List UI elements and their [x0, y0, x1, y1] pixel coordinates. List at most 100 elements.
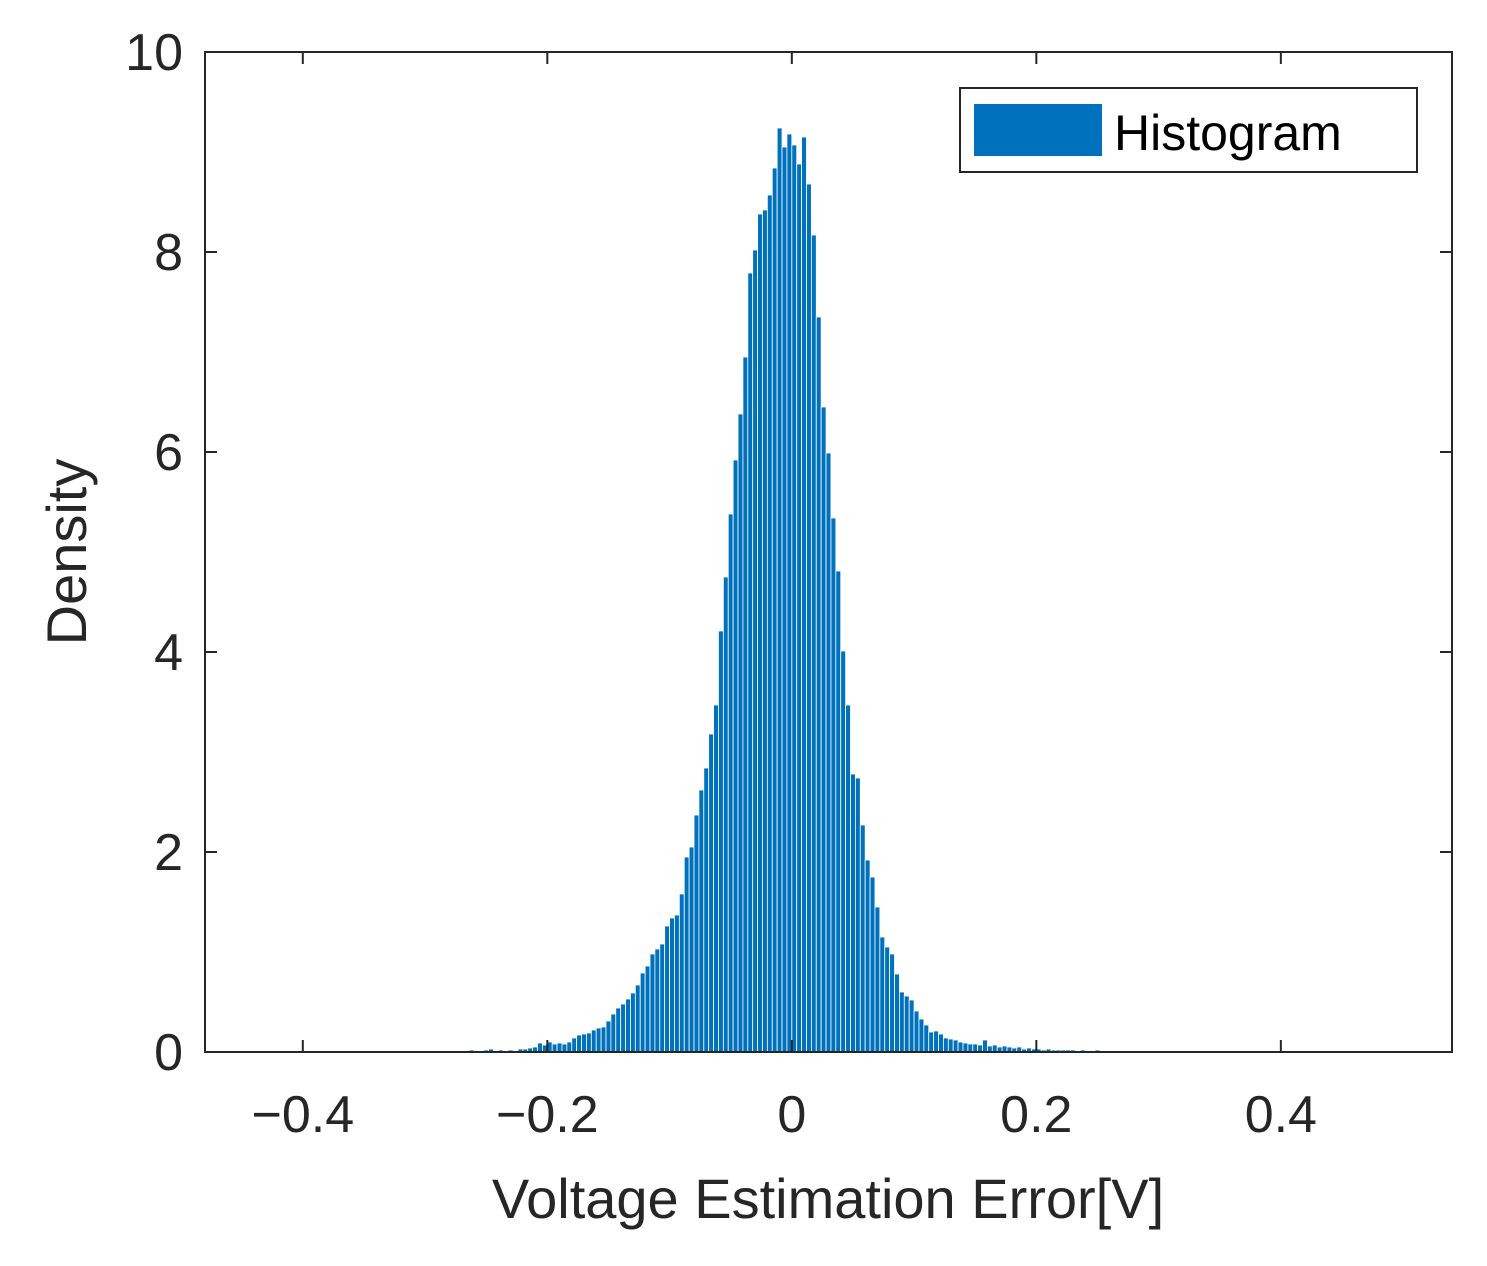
- y-axis-title: Density: [35, 459, 98, 646]
- histogram-bar: [713, 704, 719, 1053]
- histogram-bar: [674, 914, 680, 1053]
- legend-swatch: [974, 104, 1102, 156]
- histogram-bar: [918, 1018, 925, 1053]
- histogram-bar: [556, 1042, 563, 1053]
- x-tick-label: 0: [777, 1086, 806, 1144]
- histogram-bar: [551, 1043, 558, 1053]
- histogram-bar: [879, 936, 886, 1053]
- y-tick-label: 2: [154, 824, 183, 882]
- histogram-bar: [835, 570, 842, 1053]
- histogram-bar: [776, 127, 783, 1053]
- x-axis-title: Voltage Estimation Error[V]: [492, 1167, 1164, 1230]
- y-tick-labels: 0 2 4 6 8 10: [125, 24, 183, 1082]
- legend-label: Histogram: [1114, 105, 1342, 161]
- histogram-bar: [581, 1033, 587, 1053]
- x-tick-labels: −0.4 −0.2 0 0.2 0.4: [251, 1086, 1317, 1144]
- histogram-bar: [947, 1038, 954, 1053]
- histogram-bar: [742, 356, 749, 1053]
- histogram-bar: [620, 1003, 626, 1053]
- histogram-bar: [845, 704, 851, 1053]
- histogram-bar: [703, 767, 710, 1053]
- histogram-bar: [639, 972, 646, 1053]
- histogram-bar: [830, 517, 837, 1053]
- histogram-bar: [982, 1039, 988, 1053]
- histogram-bar: [786, 133, 793, 1053]
- histogram-bar: [659, 943, 666, 1053]
- histogram-bar: [850, 773, 856, 1053]
- histogram-bar: [625, 998, 631, 1053]
- histogram-bar: [928, 1031, 935, 1053]
- histogram-bar: [732, 459, 739, 1053]
- histogram-bar: [771, 167, 778, 1053]
- histogram-bar: [654, 948, 661, 1053]
- histogram-bar: [678, 893, 685, 1053]
- histogram-bar: [991, 1044, 998, 1053]
- histogram-bar: [615, 1007, 622, 1053]
- histogram-bar: [820, 406, 827, 1053]
- histogram-bar: [869, 876, 876, 1053]
- histogram-bar: [943, 1037, 949, 1053]
- histogram-bar: [610, 1013, 617, 1053]
- histogram-bar: [894, 973, 900, 1053]
- histogram-bar: [825, 452, 832, 1053]
- histogram-bar: [913, 1010, 920, 1053]
- histogram-bar: [967, 1043, 974, 1053]
- histogram-bar: [683, 856, 690, 1053]
- histogram-bar: [595, 1027, 602, 1053]
- histogram-bar: [899, 991, 905, 1053]
- y-tick-label: 0: [154, 1024, 183, 1082]
- histogram-bar: [752, 249, 758, 1053]
- histogram-bar: [722, 576, 729, 1053]
- histogram-bar: [566, 1041, 573, 1053]
- histogram-bar: [576, 1034, 582, 1053]
- histogram-bar: [757, 213, 763, 1053]
- histogram-bar: [806, 183, 812, 1053]
- histogram-bar: [605, 1020, 612, 1053]
- histogram-bar: [977, 1044, 983, 1053]
- histogram-bar: [766, 194, 773, 1053]
- histogram-bar: [884, 946, 891, 1053]
- x-tick-label: 0.4: [1245, 1086, 1317, 1144]
- histogram-bar: [781, 146, 788, 1053]
- histogram-bar: [664, 925, 670, 1053]
- histogram-bar: [815, 316, 822, 1053]
- histogram-bar: [571, 1037, 578, 1053]
- histogram-bar: [737, 413, 744, 1053]
- y-tick-label: 4: [154, 624, 183, 682]
- histogram-bar: [864, 859, 871, 1053]
- histogram-bar: [537, 1042, 543, 1053]
- histogram-bar: [644, 965, 651, 1053]
- histogram-bar: [698, 789, 705, 1053]
- histogram-bar: [630, 992, 636, 1053]
- legend: Histogram: [959, 87, 1418, 173]
- histogram-bar: [693, 814, 700, 1053]
- histogram-bar: [718, 630, 724, 1053]
- histogram-bar: [727, 513, 734, 1053]
- histogram-bar: [649, 953, 656, 1053]
- x-tick-label: −0.2: [496, 1086, 599, 1144]
- histogram-bar: [791, 144, 798, 1053]
- histogram-bar: [796, 163, 803, 1053]
- x-tick-label: −0.4: [251, 1086, 354, 1144]
- histogram-bar: [801, 136, 807, 1053]
- histogram-bar: [634, 984, 641, 1053]
- histogram-bar: [600, 1026, 607, 1053]
- histogram-bar: [810, 234, 817, 1053]
- histogram-bar: [908, 999, 915, 1053]
- histogram-bar: [874, 906, 881, 1053]
- plot-frame: [204, 51, 1453, 1053]
- histogram-bar: [957, 1041, 964, 1053]
- histogram-bar: [933, 1030, 939, 1053]
- histogram-bar: [859, 824, 866, 1053]
- histogram-bar: [952, 1039, 959, 1053]
- histogram-bar: [840, 650, 847, 1053]
- histogram-bar: [688, 846, 695, 1053]
- y-tick-label: 10: [125, 24, 183, 82]
- histogram-bar: [923, 1024, 930, 1053]
- histogram-bar: [962, 1042, 969, 1053]
- histogram-bar: [889, 953, 895, 1053]
- histogram-bar: [972, 1043, 979, 1053]
- histogram-bar: [708, 733, 714, 1053]
- y-tick-label: 6: [154, 424, 183, 482]
